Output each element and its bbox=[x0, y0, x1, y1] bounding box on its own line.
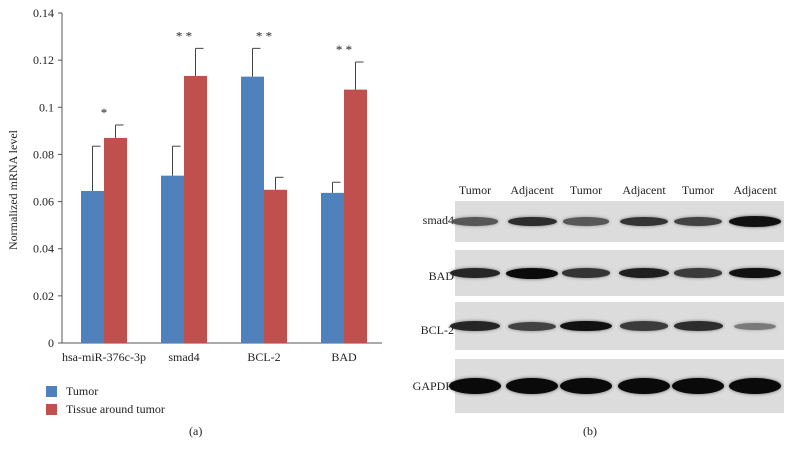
bar-tumor bbox=[81, 190, 104, 343]
y-tick-label: 0.1 bbox=[39, 100, 54, 114]
significance-marker: * bbox=[101, 105, 108, 120]
blot-row-label-bad: BAD bbox=[428, 269, 454, 283]
blot-band bbox=[674, 217, 722, 226]
y-tick-label: 0.04 bbox=[33, 242, 54, 256]
blot-band bbox=[560, 320, 612, 332]
blot-band bbox=[618, 378, 670, 394]
blot-band bbox=[449, 378, 501, 394]
blot-band bbox=[507, 216, 557, 227]
blot-band bbox=[674, 268, 722, 278]
blot-band bbox=[620, 321, 668, 331]
blot-band bbox=[672, 378, 724, 394]
blot-band bbox=[729, 378, 781, 394]
x-tick-label: BAD bbox=[331, 350, 357, 364]
legend-swatch-tissue-around-tumor bbox=[46, 404, 57, 415]
significance-marker: * * bbox=[176, 28, 192, 43]
blot-column-header: Adjacent bbox=[733, 183, 777, 197]
legend-label-tissue-around-tumor: Tissue around tumor bbox=[66, 402, 165, 416]
blot-band bbox=[561, 268, 611, 278]
blot-column-header: Tumor bbox=[681, 183, 715, 197]
blot-band bbox=[506, 378, 558, 394]
blot-band bbox=[673, 321, 723, 331]
significance-marker: * * bbox=[256, 28, 272, 43]
blot-row-label-bcl2: BCL-2 bbox=[420, 323, 454, 337]
bar-tumor bbox=[321, 192, 344, 343]
y-tick-label: 0.02 bbox=[33, 289, 54, 303]
x-tick-label: hsa-miR-376c-3p bbox=[62, 350, 146, 364]
blot-column-header: Tumor bbox=[569, 183, 603, 197]
bar-tissue-around-tumor bbox=[344, 89, 367, 343]
panel-label-b: (b) bbox=[583, 424, 597, 438]
blot-row-label-smad4: smad4 bbox=[422, 213, 454, 227]
legend-label-tumor: Tumor bbox=[66, 384, 99, 398]
blot-strip-smad4 bbox=[452, 201, 784, 242]
blot-band bbox=[506, 267, 558, 279]
blot-band bbox=[452, 217, 498, 226]
blot-band bbox=[560, 378, 612, 394]
blot-column-header: Tumor bbox=[458, 183, 492, 197]
y-tick-label: 0.06 bbox=[33, 195, 54, 209]
blot-band bbox=[618, 267, 670, 279]
bar-tissue-around-tumor bbox=[184, 75, 207, 343]
blot-strip-bcl2 bbox=[450, 302, 784, 350]
x-tick-label: BCL-2 bbox=[247, 350, 280, 364]
legend-item-tissue-around-tumor: Tissue around tumor bbox=[46, 402, 165, 417]
blot-band bbox=[508, 321, 556, 331]
legend-item-tumor: Tumor bbox=[46, 384, 98, 399]
blot-column-header: Adjacent bbox=[622, 183, 666, 197]
y-axis-label: Normalized mRNA level bbox=[6, 129, 20, 250]
blot-band bbox=[450, 321, 500, 331]
blot-row-label-gapdh: GAPDH bbox=[412, 379, 454, 393]
blot-band bbox=[619, 216, 669, 227]
panel-label-a: (a) bbox=[189, 424, 203, 438]
blot-band bbox=[729, 216, 781, 227]
bar-tumor bbox=[161, 175, 184, 343]
y-tick-label: 0.08 bbox=[33, 147, 54, 161]
y-tick-label: 0.14 bbox=[33, 6, 54, 20]
significance-marker: * * bbox=[336, 42, 352, 57]
bar-tumor bbox=[241, 76, 264, 344]
legend-swatch-tumor bbox=[46, 386, 57, 397]
bar-tissue-around-tumor bbox=[104, 137, 127, 343]
y-tick-label: 0 bbox=[48, 336, 54, 350]
blot-band bbox=[563, 217, 609, 226]
blot-column-header: Adjacent bbox=[510, 183, 554, 197]
blot-band bbox=[729, 267, 781, 279]
y-tick-label: 0.12 bbox=[33, 53, 54, 67]
blot-strip-gapdh bbox=[449, 359, 784, 413]
bar-tissue-around-tumor bbox=[264, 189, 287, 343]
blot-band bbox=[733, 322, 777, 330]
x-tick-label: smad4 bbox=[168, 350, 199, 364]
blot-strip-bad bbox=[450, 250, 784, 296]
blot-band bbox=[450, 268, 500, 278]
